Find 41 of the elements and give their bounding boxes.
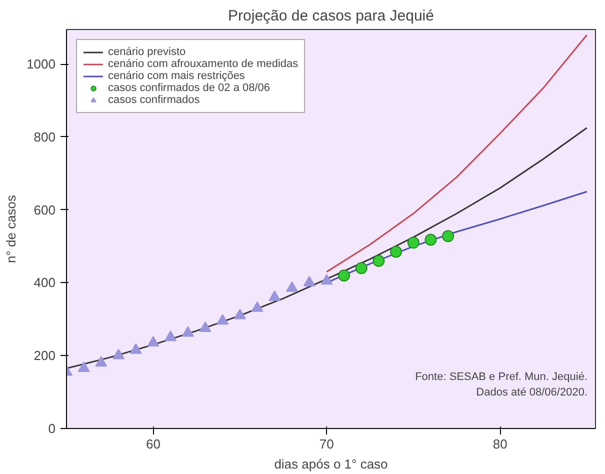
- point: [372, 254, 385, 267]
- point: [268, 290, 281, 301]
- y-axis-title: n° de casos: [4, 194, 19, 264]
- y-tick-label: 600: [34, 202, 56, 218]
- x-axis-title: dias após o 1° caso: [274, 456, 388, 472]
- chart-title: Projeção de casos para Jequié: [228, 8, 434, 24]
- point: [234, 308, 246, 320]
- point: [112, 348, 125, 360]
- point: [199, 321, 212, 332]
- x-tick-label: 80: [492, 436, 508, 452]
- point: [182, 326, 194, 337]
- y-tick-label: 400: [34, 275, 56, 290]
- y-tick-label: 200: [34, 348, 56, 364]
- point: [95, 356, 108, 367]
- point: [355, 262, 368, 274]
- x-tick-label: 70: [319, 436, 334, 452]
- point: [286, 281, 298, 292]
- point: [303, 276, 316, 286]
- y-tick-label: 800: [34, 129, 56, 144]
- point: [390, 246, 402, 258]
- point: [216, 314, 229, 325]
- legend-label: cenário previsto: [108, 46, 186, 58]
- point: [407, 236, 420, 249]
- point: [147, 336, 160, 347]
- y-tick-label: 0: [48, 421, 56, 436]
- legend-label: cenário com afrouxamento de medidas: [108, 58, 298, 70]
- point: [424, 234, 437, 246]
- x-tick-label: 60: [146, 436, 160, 452]
- legend-label: cenário com mais restrições: [108, 70, 245, 82]
- point: [338, 269, 350, 282]
- point: [164, 330, 177, 342]
- y-tick-label: 1000: [26, 56, 56, 72]
- point: [78, 362, 90, 372]
- legend-label: casos confirmados de 02 a 08/06: [108, 82, 270, 94]
- annotation: Fonte: SESAB e Pref. Mun. Jequié. Dados até 08/06/2020.: [415, 370, 588, 398]
- point: [442, 230, 454, 242]
- legend-label: casos confirmados: [108, 94, 200, 106]
- point: [251, 301, 264, 312]
- point: [130, 343, 142, 354]
- line-series: [326, 34, 588, 273]
- point: [320, 274, 333, 285]
